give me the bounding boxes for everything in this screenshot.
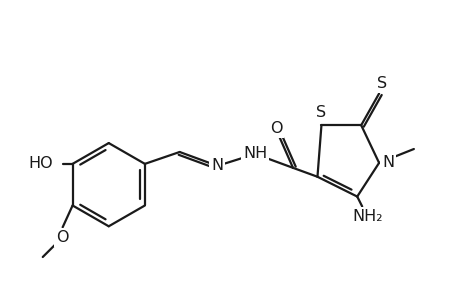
Text: NH: NH xyxy=(242,146,267,161)
Text: O: O xyxy=(56,230,69,245)
Text: O: O xyxy=(269,121,282,136)
Text: S: S xyxy=(376,76,386,91)
Text: HO: HO xyxy=(28,156,53,171)
Text: NH₂: NH₂ xyxy=(351,209,381,224)
Text: N: N xyxy=(211,158,223,173)
Text: S: S xyxy=(316,105,326,120)
Text: N: N xyxy=(381,155,393,170)
